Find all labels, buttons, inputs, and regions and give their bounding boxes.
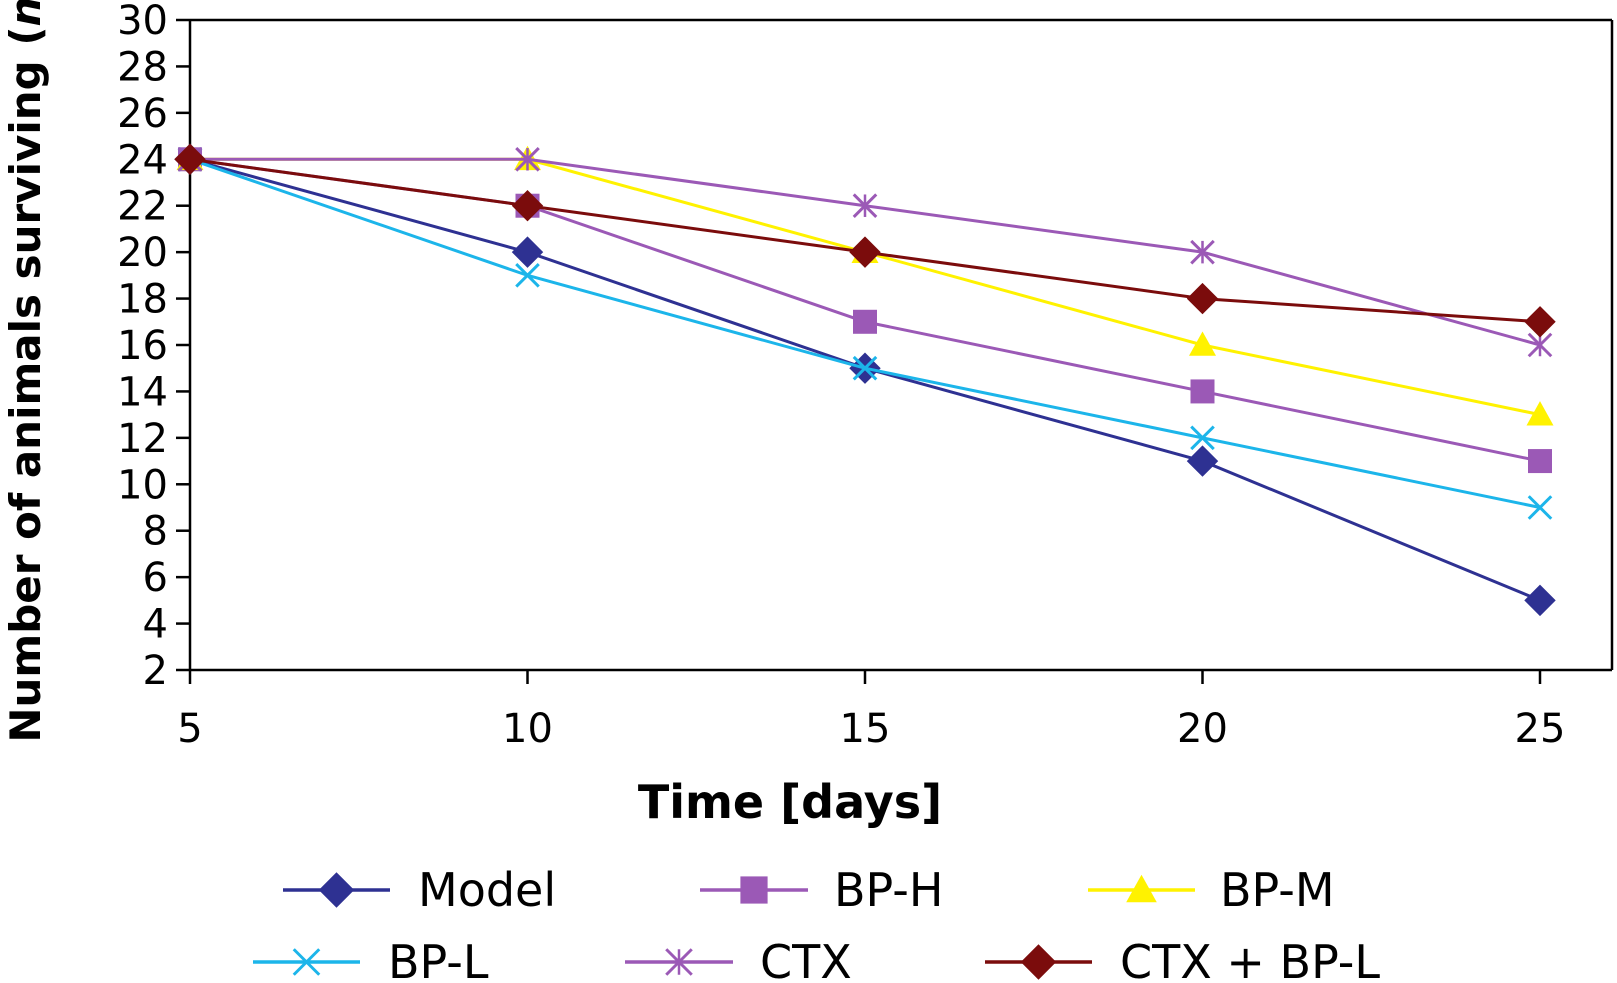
- legend-marker: [292, 948, 321, 976]
- y-tick-label: 12: [117, 416, 168, 462]
- y-tick-label: 26: [117, 91, 168, 137]
- y-axis-title: Number of animals surviving (n): [1, 0, 50, 743]
- y-tick-label: 16: [117, 323, 168, 369]
- series-ctx-bp-l: [174, 143, 1556, 338]
- data-point-marker: [1190, 239, 1215, 265]
- data-point-marker: [515, 146, 540, 172]
- legend-marker: [1126, 874, 1157, 903]
- x-axis-title: Time [days]: [638, 775, 942, 829]
- data-point-marker: [853, 309, 877, 334]
- axes: [188, 18, 1614, 672]
- y-axis-title-italic: n: [1, 0, 50, 26]
- data-point-marker: [1190, 379, 1215, 404]
- x-tick-label: 10: [502, 706, 553, 752]
- x-tick-label: 5: [177, 706, 202, 752]
- data-point-marker: [1190, 425, 1215, 451]
- data-point-marker: [1524, 306, 1556, 338]
- data-point-marker: [1189, 331, 1216, 356]
- legend: Model BP-H BP-M BP-L CTX CTX + BP-L: [253, 863, 1380, 983]
- legend-marker: [1020, 944, 1057, 980]
- x-tick-label: 25: [1515, 706, 1566, 752]
- legend-item: CTX: [625, 935, 852, 983]
- y-tick-label: 28: [117, 44, 168, 90]
- data-point-marker: [1524, 584, 1556, 617]
- legend-item: BP-H: [700, 863, 943, 917]
- y-tick-label: 6: [143, 555, 168, 601]
- data-point-marker: [1528, 449, 1552, 474]
- data-point-marker: [511, 236, 544, 268]
- legend-item: BP-L: [253, 935, 489, 983]
- data-point-marker: [515, 263, 540, 288]
- y-tick-label: 4: [143, 602, 168, 648]
- legend-marker: [318, 872, 355, 908]
- y-tick-label: 10: [117, 462, 168, 508]
- y-tick-label: 18: [117, 277, 168, 323]
- data-point-marker: [849, 236, 881, 268]
- data-point-marker: [1186, 445, 1219, 477]
- data-point-marker: [1186, 282, 1219, 315]
- legend-item: BP-M: [1088, 863, 1335, 917]
- data-point-marker: [852, 193, 878, 219]
- x-tick-label: 15: [840, 706, 891, 752]
- y-tick-label: 8: [143, 509, 168, 555]
- legend-marker: [665, 948, 693, 976]
- data-point-marker: [511, 190, 544, 222]
- legend-label: BP-M: [1220, 863, 1335, 917]
- data-point-marker: [852, 355, 878, 381]
- x-axis-ticks: 5 10 15 20 25: [177, 670, 1565, 752]
- y-tick-label: 24: [117, 137, 168, 183]
- data-point-marker: [1527, 495, 1553, 520]
- legend-label: Model: [418, 863, 556, 917]
- y-tick-label: 2: [143, 648, 168, 694]
- y-tick-label: 30: [117, 0, 168, 44]
- legend-label: BP-H: [834, 863, 943, 917]
- y-tick-label: 22: [117, 184, 168, 230]
- legend-item: CTX + BP-L: [985, 935, 1380, 983]
- x-tick-label: 20: [1177, 706, 1228, 752]
- data-point-marker: [1526, 401, 1554, 426]
- legend-label: CTX: [760, 935, 852, 983]
- legend-item: Model: [283, 863, 556, 917]
- y-tick-label: 20: [117, 230, 168, 276]
- data-point-marker: [174, 143, 206, 175]
- legend-label: BP-L: [388, 935, 489, 983]
- y-tick-label: 14: [117, 369, 168, 415]
- legend-marker: [740, 876, 768, 904]
- legend-label: CTX + BP-L: [1120, 935, 1380, 983]
- plot-area: [174, 143, 1556, 617]
- y-axis-title-main: Number of animals surviving (: [1, 26, 50, 742]
- data-point-marker: [1527, 332, 1553, 358]
